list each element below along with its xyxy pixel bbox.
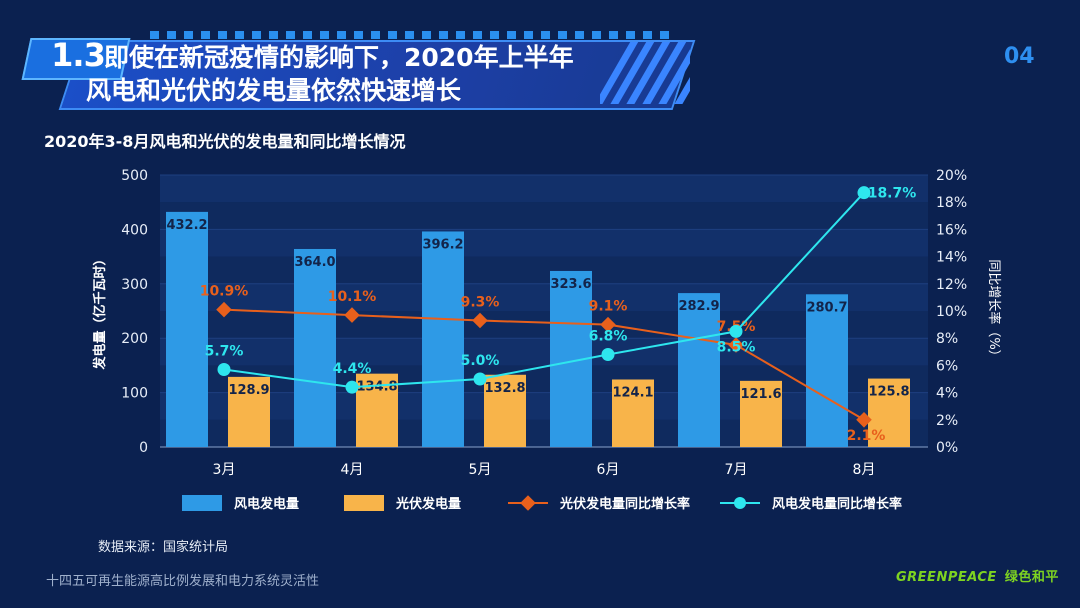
wind-growth-marker (601, 348, 615, 362)
header-decoration (150, 24, 690, 39)
bar-data-label: 121.6 (740, 387, 781, 402)
y-right-tick-label: 20% (936, 168, 967, 184)
y-right-tick-label: 6% (936, 358, 958, 374)
plot-band (160, 283, 928, 311)
wind-growth-marker (729, 324, 743, 338)
y-right-tick-label: 18% (936, 195, 967, 211)
wind-growth-marker (857, 186, 871, 200)
legend-marker (520, 495, 536, 511)
legend-label: 光伏发电量 (395, 496, 461, 512)
bar-solar (228, 376, 270, 447)
wind-growth-label: 6.8% (589, 329, 628, 345)
bar-data-label: 124.1 (612, 385, 653, 400)
page-number: 04 (1004, 44, 1035, 69)
bar-solar (868, 378, 910, 447)
solar-growth-line (223, 308, 865, 421)
bar-data-label: 132.8 (484, 381, 525, 396)
plot-band (160, 419, 928, 447)
plot-band (160, 256, 928, 284)
y-tick-label: 500 (121, 168, 148, 184)
wind-growth-line (223, 192, 865, 389)
wind-growth-marker (217, 362, 231, 376)
chart-title: 2020年3-8月风电和光伏的发电量和同比增长情况 (44, 132, 406, 151)
y-right-axis-title: 同比增长率（%） (986, 259, 1002, 362)
section-number: 1.3 (51, 36, 106, 74)
y-tick-label: 300 (121, 277, 148, 293)
bar-solar (612, 379, 654, 447)
plot-band (160, 311, 928, 339)
y-right-tick-label: 10% (936, 304, 967, 320)
wind-growth-label: 8.5% (717, 339, 756, 355)
bar-data-label: 364.0 (294, 255, 335, 270)
greenpeace-logo: GREENPEACE 绿色和平 (896, 566, 1059, 585)
bar-wind (678, 293, 720, 447)
solar-growth-label: 10.9% (200, 284, 249, 300)
plot-band (160, 202, 928, 230)
y-right-tick-label: 0% (936, 440, 958, 456)
legend-swatch (344, 495, 384, 511)
wind-growth-marker (473, 372, 487, 386)
y-tick-label: 100 (121, 386, 148, 402)
bar-data-label: 396.2 (422, 237, 463, 252)
logo-cn: 绿色和平 (1004, 570, 1059, 585)
solar-growth-marker (216, 301, 232, 318)
x-tick-label: 4月 (341, 462, 364, 478)
x-tick-label: 3月 (213, 462, 236, 478)
bar-solar (484, 374, 526, 447)
plot-band (160, 338, 928, 366)
bar-wind (166, 211, 208, 447)
wind-growth-label: 4.4% (333, 361, 372, 377)
x-tick-label: 5月 (469, 462, 492, 478)
wind-growth-label: 5.7% (205, 343, 244, 359)
solar-growth-label: 9.1% (589, 299, 628, 315)
bar-solar (740, 380, 782, 447)
y-right-tick-label: 4% (936, 386, 958, 402)
legend-swatch (182, 495, 222, 511)
bar-data-label: 282.9 (678, 299, 719, 314)
y-right-tick-label: 2% (936, 413, 958, 429)
page-title-line1: 即使在新冠疫情的影响下，2020年上半年 (104, 43, 574, 72)
x-tick-label: 7月 (725, 462, 748, 478)
solar-growth-label: 9.3% (461, 295, 500, 311)
plot-band (160, 392, 928, 420)
logo-en: GREENPEACE (896, 570, 997, 585)
page-title-line2: 风电和光伏的发电量依然快速增长 (86, 76, 462, 105)
bar-data-label: 134.8 (356, 380, 397, 395)
plot-band (160, 229, 928, 257)
y-tick-label: 200 (121, 331, 148, 347)
y-tick-label: 400 (121, 222, 148, 238)
y-right-tick-label: 12% (936, 277, 967, 293)
bar-data-label: 432.2 (166, 218, 207, 233)
y-right-tick-label: 8% (936, 331, 958, 347)
bar-data-label: 323.6 (550, 277, 591, 292)
y-right-tick-label: 14% (936, 250, 967, 266)
bar-wind (422, 231, 464, 447)
y-tick-label: 0 (139, 440, 148, 456)
bar-data-label: 128.9 (228, 383, 269, 398)
plot-band (160, 175, 928, 203)
solar-growth-label: 10.1% (328, 289, 377, 305)
page-title: 即使在新冠疫情的影响下，2020年上半年 风电和光伏的发电量依然快速增长 (86, 41, 664, 107)
solar-growth-label: 2.1% (847, 428, 886, 444)
wind-growth-marker (345, 380, 359, 394)
wind-growth-label: 5.0% (461, 353, 500, 369)
bar-data-label: 280.7 (806, 300, 847, 315)
legend-marker (734, 497, 746, 509)
x-tick-label: 6月 (597, 462, 620, 478)
legend-label: 光伏发电量同比增长率 (559, 496, 690, 512)
data-source: 数据来源：国家统计局 (98, 540, 229, 555)
wind-growth-label: 18.7% (868, 186, 917, 202)
legend-label: 风电发电量 (234, 496, 299, 512)
bar-wind (294, 248, 336, 447)
bar-wind (806, 294, 848, 447)
footer-text: 十四五可再生能源高比例发展和电力系统灵活性 (46, 574, 320, 589)
legend-label: 风电发电量同比增长率 (772, 496, 902, 512)
x-tick-label: 8月 (853, 462, 876, 478)
y-right-tick-label: 16% (936, 222, 967, 238)
bar-data-label: 125.8 (868, 385, 909, 400)
y-axis-title: 发电量（亿千瓦时） (92, 252, 108, 370)
